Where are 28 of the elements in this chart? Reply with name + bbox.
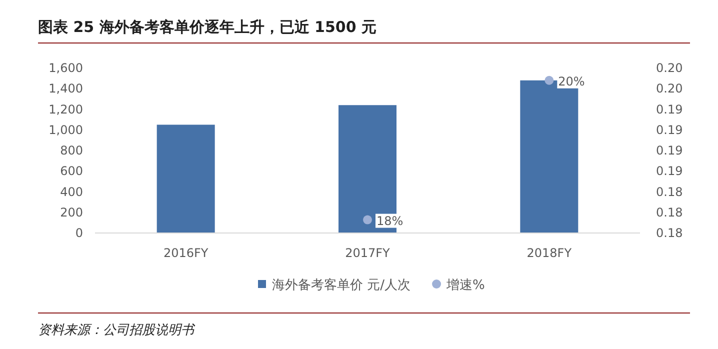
y-tick-label: 600 [60, 164, 83, 178]
y2-tick-label: 0.18 [656, 205, 683, 220]
y2-tick-label: 0.20 [656, 82, 683, 96]
text: 资料来源：公司招股说明书 [38, 323, 196, 338]
bar [156, 124, 215, 233]
y-tick-label: 400 [60, 184, 83, 199]
legend-label: 海外备考客单价 元/人次 [272, 277, 411, 293]
y2-tick-label: 0.20 [656, 61, 683, 75]
y-tick-label: 1,400 [48, 82, 83, 96]
legend-label: 增速% [446, 278, 485, 293]
y-tick-label: 0 [75, 226, 83, 240]
y-tick-label: 1,200 [48, 102, 83, 116]
y2-tick-label: 0.19 [656, 102, 683, 116]
y-tick-label: 1,600 [48, 61, 83, 75]
x-tick-label: 2016FY [163, 246, 209, 260]
y2-tick-label: 0.19 [656, 122, 683, 137]
data-label: 20% [558, 74, 585, 88]
chart-title: 图表 25 海外备考客单价逐年上升，已近 1500 元 [38, 18, 377, 36]
x-tick-label: 2018FY [526, 246, 572, 260]
y2-tick-label: 0.19 [656, 144, 683, 158]
y-tick-label: 200 [60, 205, 83, 220]
y-tick-label: 1,000 [48, 122, 83, 137]
data-label: 18% [376, 214, 404, 228]
x-tick-label: 2017FY [345, 246, 391, 260]
y2-tick-label: 0.18 [656, 184, 683, 199]
y2-tick-label: 0.18 [656, 226, 683, 240]
y2-tick-label: 0.19 [656, 164, 683, 178]
y-tick-label: 800 [60, 144, 83, 158]
